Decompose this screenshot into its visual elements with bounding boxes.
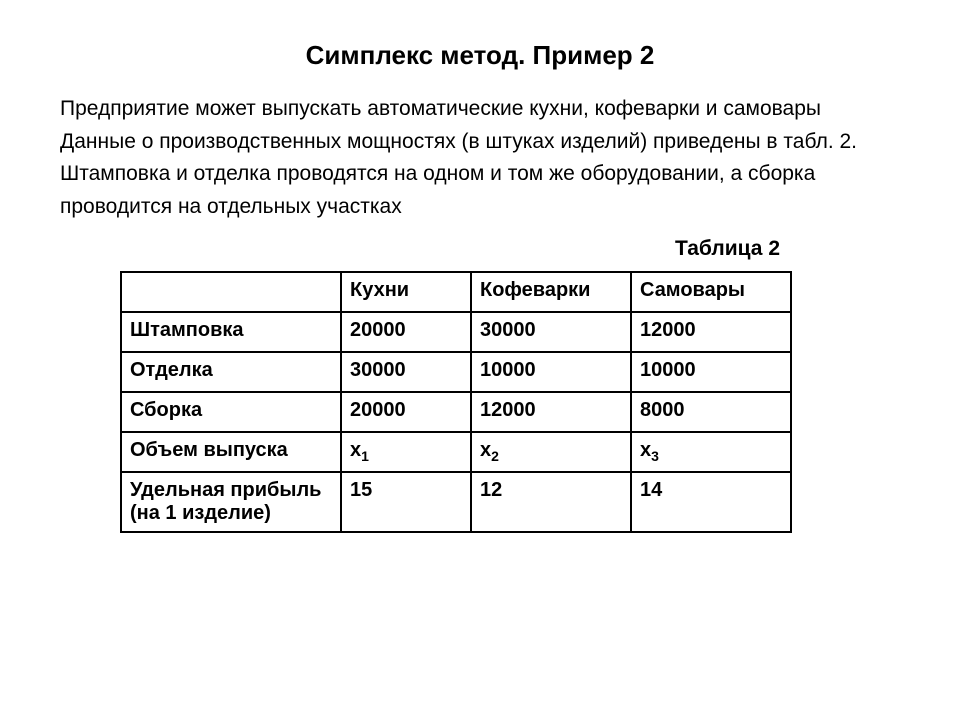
table-cell: Отделка [121,352,341,392]
table-cell: x3 [631,432,791,472]
table-cell: Штамповка [121,312,341,352]
data-table: Кухни Кофеварки Самовары Штамповка 20000… [120,271,792,533]
table-cell: 30000 [471,312,631,352]
table-cell: 12000 [471,392,631,432]
table-header-cell [121,272,341,312]
table-cell: Удельная прибыль (на 1 изделие) [121,472,341,532]
table-cell: Объем выпуска [121,432,341,472]
table-cell: 8000 [631,392,791,432]
problem-paragraph: Предприятие может выпускать автоматическ… [60,93,900,223]
table-row: Удельная прибыль (на 1 изделие) 15 12 14 [121,472,791,532]
table-row: Сборка 20000 12000 8000 [121,392,791,432]
table-cell: 30000 [341,352,471,392]
table-row: Объем выпуска x1 x2 x3 [121,432,791,472]
table-cell: x1 [341,432,471,472]
table-cell: 10000 [471,352,631,392]
table-cell: x2 [471,432,631,472]
table-header-cell: Кухни [341,272,471,312]
table-cell: 12000 [631,312,791,352]
table-row: Штамповка 20000 30000 12000 [121,312,791,352]
table-cell: 20000 [341,312,471,352]
page-title: Симплекс метод. Пример 2 [60,40,900,71]
table-header-row: Кухни Кофеварки Самовары [121,272,791,312]
table-row: Отделка 30000 10000 10000 [121,352,791,392]
table-header-cell: Самовары [631,272,791,312]
table-cell: Сборка [121,392,341,432]
table-header-cell: Кофеварки [471,272,631,312]
table-cell: 14 [631,472,791,532]
table-cell: 15 [341,472,471,532]
table-cell: 10000 [631,352,791,392]
table-caption: Таблица 2 [60,237,780,261]
table-cell: 20000 [341,392,471,432]
table-cell: 12 [471,472,631,532]
